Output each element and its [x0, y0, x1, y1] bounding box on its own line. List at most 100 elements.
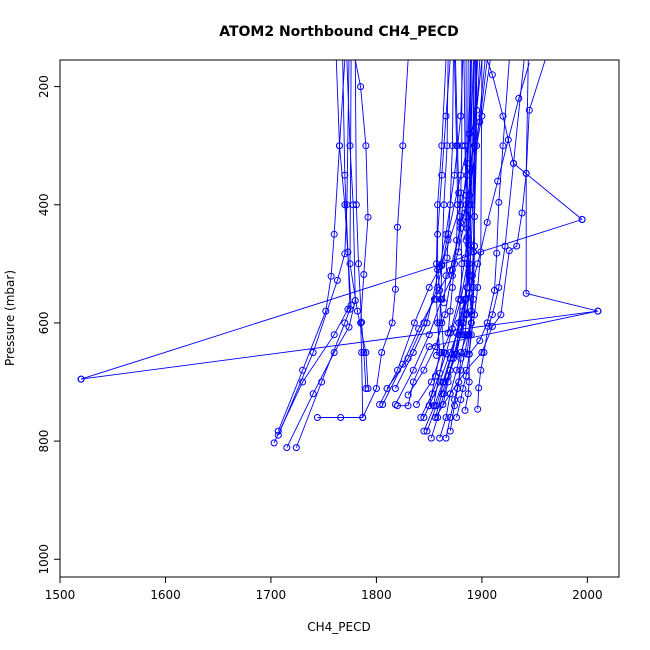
- series-line-36: [432, 60, 451, 406]
- chart-title: ATOM2 Northbound CH4_PECD: [219, 24, 459, 40]
- data-point: [425, 331, 433, 339]
- data-point: [341, 319, 349, 327]
- y-tick-label: 1000: [37, 544, 51, 575]
- data-point: [333, 276, 341, 284]
- data-point: [465, 378, 473, 386]
- data-point: [434, 230, 442, 238]
- data-point: [594, 307, 602, 315]
- data-point: [438, 390, 446, 398]
- x-axis-label: CH4_PECD: [307, 620, 370, 634]
- y-tick-label: 600: [37, 311, 51, 334]
- series-line-11: [277, 60, 350, 436]
- data-point: [391, 385, 399, 392]
- data-point: [346, 142, 354, 150]
- data-point: [432, 343, 439, 351]
- data-point: [463, 171, 471, 179]
- series-line-45: [464, 60, 471, 214]
- data-point: [337, 414, 345, 421]
- data-point: [427, 434, 435, 442]
- series-line-40: [455, 60, 463, 355]
- data-point: [379, 401, 387, 408]
- data-point: [493, 249, 501, 257]
- data-point: [336, 142, 343, 150]
- data-point: [443, 254, 451, 262]
- data-point: [451, 260, 458, 268]
- data-point: [432, 414, 439, 421]
- data-point: [438, 142, 446, 150]
- data-point: [477, 248, 485, 256]
- data-point: [432, 372, 439, 380]
- data-point: [346, 305, 354, 313]
- data-point: [488, 71, 496, 79]
- data-point: [330, 230, 338, 238]
- data-point: [372, 385, 380, 392]
- data-point: [476, 337, 484, 345]
- data-point: [465, 350, 473, 358]
- data-point: [376, 401, 384, 408]
- series-line-6: [317, 60, 409, 418]
- data-point: [491, 286, 498, 294]
- data-point: [458, 142, 466, 150]
- data-point: [345, 323, 353, 331]
- data-point: [522, 169, 530, 177]
- data-point: [468, 272, 476, 280]
- data-point: [270, 439, 278, 447]
- data-point: [458, 260, 466, 268]
- data-point: [457, 396, 465, 404]
- plot-area: [77, 60, 602, 452]
- data-point: [446, 390, 454, 398]
- data-point: [457, 189, 465, 197]
- data-point: [467, 307, 475, 315]
- data-point: [522, 289, 530, 297]
- data-point: [438, 349, 446, 356]
- data-point: [505, 247, 513, 255]
- data-point: [456, 213, 464, 221]
- data-point: [438, 171, 446, 179]
- data-point: [362, 385, 370, 392]
- series-line-37: [428, 60, 447, 406]
- data-point: [318, 378, 326, 386]
- data-point: [358, 349, 366, 356]
- data-point: [417, 414, 425, 421]
- data-point: [434, 319, 442, 327]
- data-point: [501, 242, 509, 250]
- x-tick-label: 2000: [572, 588, 603, 602]
- series-line-43: [443, 60, 454, 303]
- series-line-12: [354, 60, 369, 418]
- data-point: [463, 224, 471, 232]
- data-point: [378, 349, 386, 356]
- data-point: [441, 311, 449, 319]
- series-line-24: [426, 60, 481, 432]
- data-point: [525, 106, 533, 114]
- data-point: [357, 83, 365, 91]
- data-point: [383, 385, 391, 392]
- data-point: [425, 284, 433, 291]
- data-point: [451, 350, 458, 358]
- data-point: [488, 323, 496, 330]
- series-line-10: [277, 60, 346, 432]
- series-line-27: [439, 60, 478, 439]
- data-point: [497, 311, 505, 319]
- data-point: [404, 402, 412, 410]
- data-point: [461, 406, 469, 414]
- series-line-38: [436, 60, 449, 356]
- data-point: [463, 350, 471, 358]
- data-point: [469, 248, 477, 256]
- y-axis-label: Pressure (mbar): [3, 270, 17, 366]
- plot-frame: [59, 59, 620, 578]
- data-point: [442, 414, 450, 421]
- data-point: [480, 349, 488, 356]
- data-point: [360, 271, 368, 278]
- data-point: [299, 378, 307, 386]
- series-line-34: [435, 60, 529, 418]
- data-point: [477, 366, 485, 374]
- data-point: [454, 385, 462, 392]
- data-point: [446, 427, 454, 435]
- data-point: [510, 159, 517, 167]
- data-point: [404, 354, 412, 362]
- series-line-18: [394, 60, 464, 389]
- data-point: [515, 94, 523, 102]
- data-point: [483, 319, 491, 327]
- data-point: [459, 385, 467, 392]
